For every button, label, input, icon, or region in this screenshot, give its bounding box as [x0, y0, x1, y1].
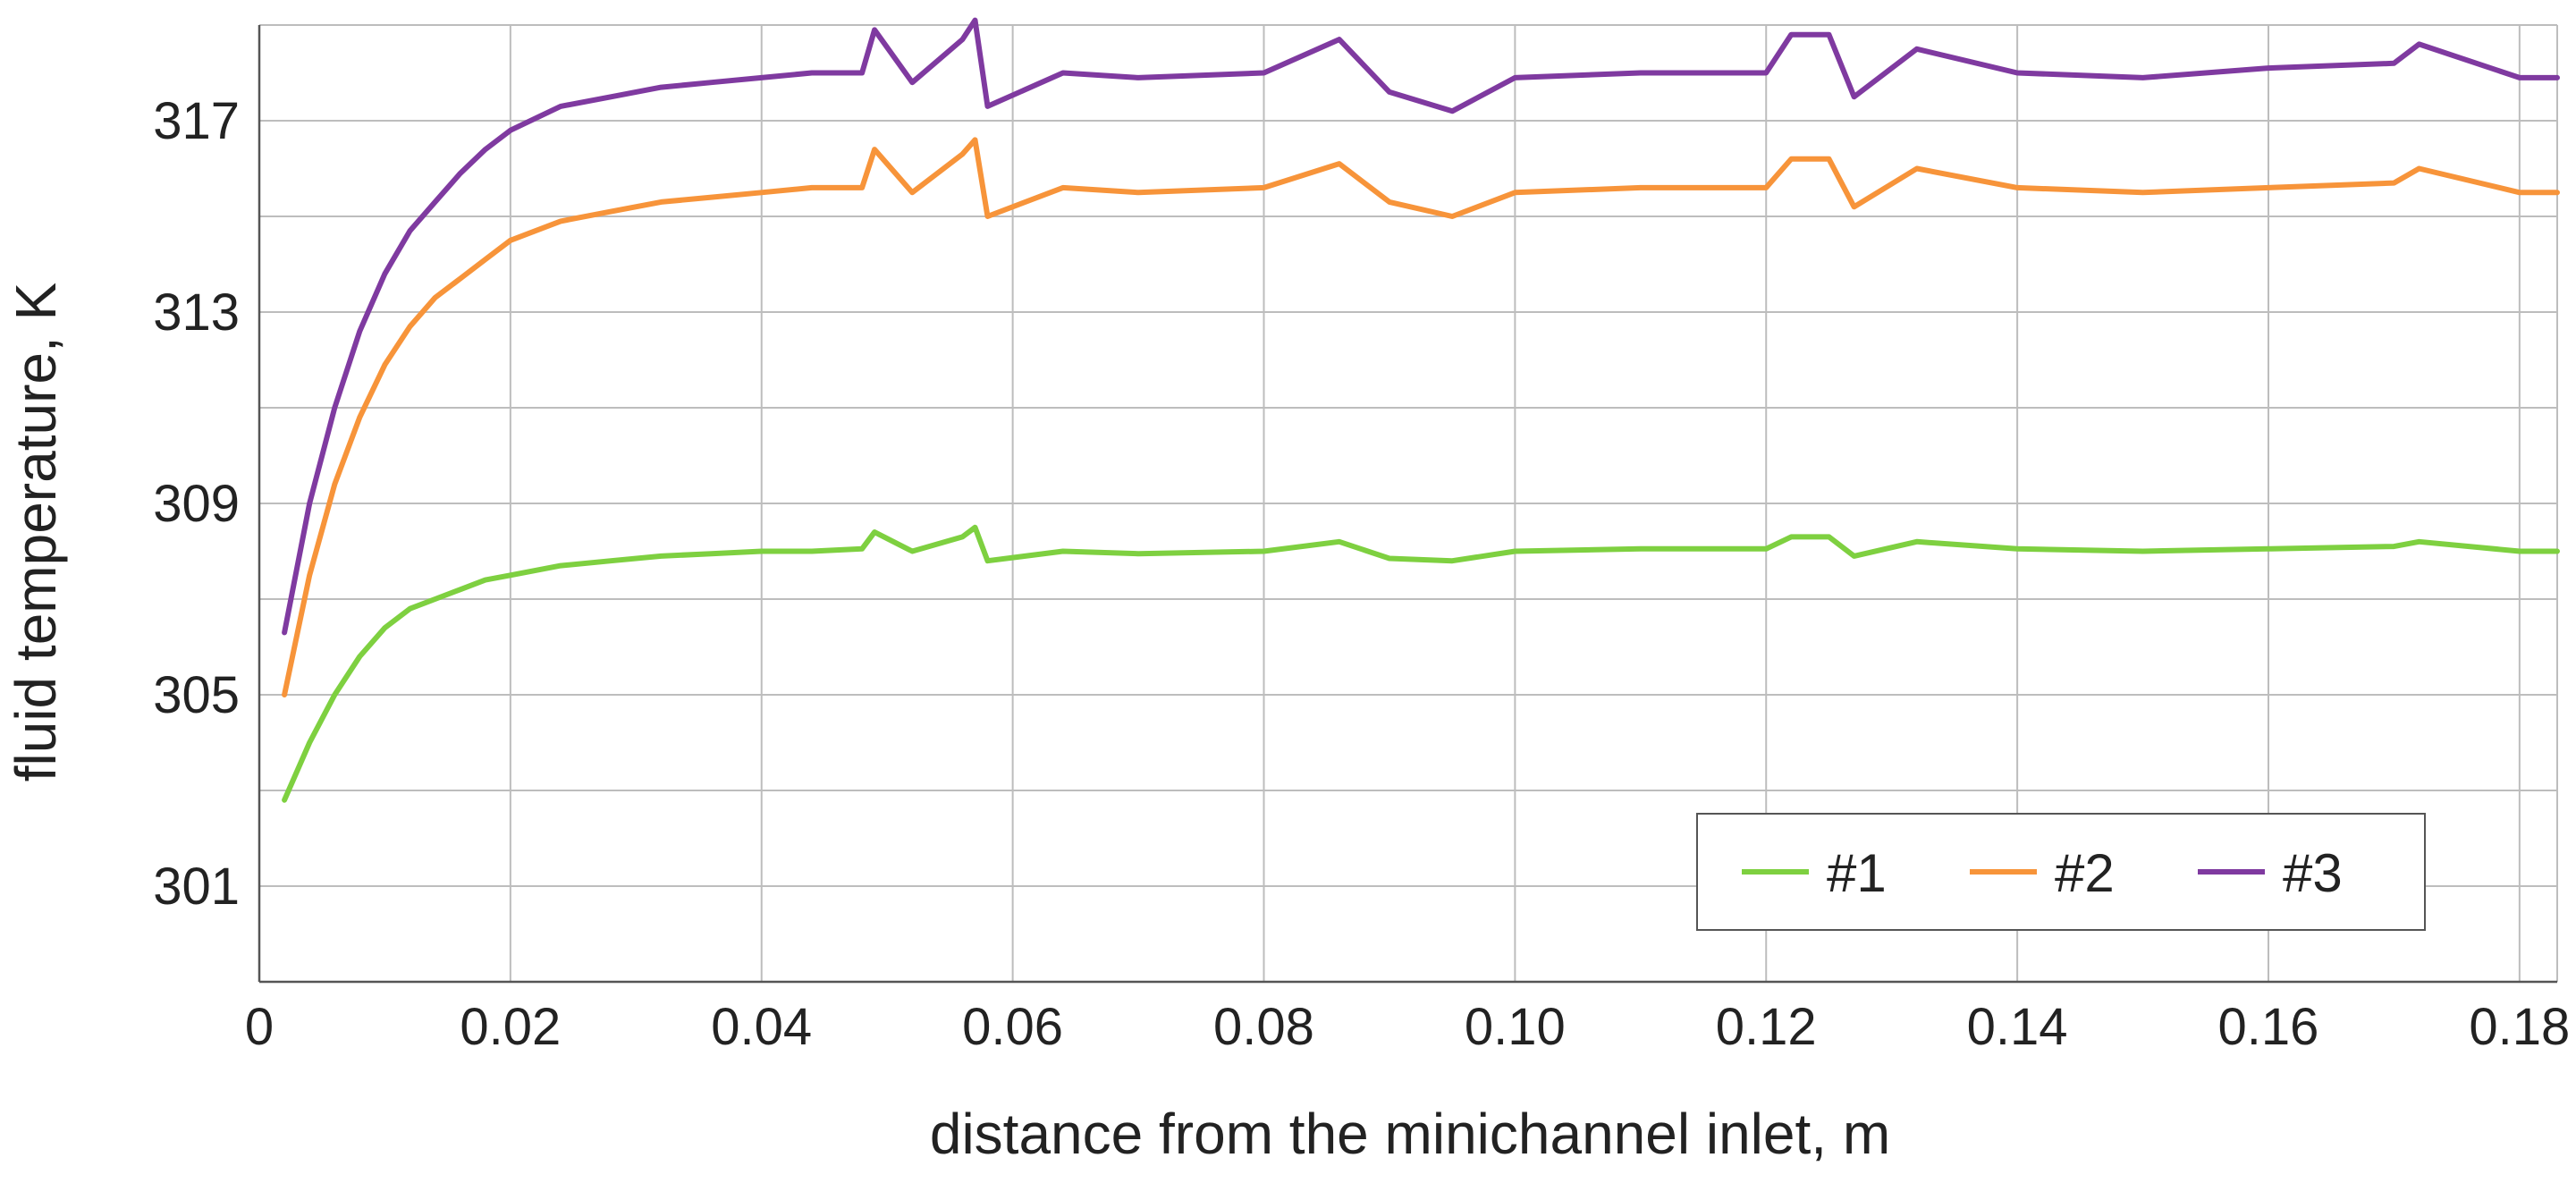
- y-axis-title: fluid temperature, K: [4, 283, 68, 782]
- legend-label: #2: [2055, 843, 2115, 903]
- x-tick-label: 0.06: [962, 998, 1063, 1056]
- y-tick-label: 301: [153, 858, 240, 916]
- tick-labels: 0 0.02 0.04 0.06 0.08 0.10 0.12 0.14 0.16 0.18 301…: [153, 92, 2570, 1056]
- y-tick-label: 317: [153, 92, 240, 150]
- x-tick-label: 0.16: [2218, 998, 2319, 1056]
- y-tick-label: 309: [153, 475, 240, 533]
- series-line-3: [282, 17, 2560, 636]
- x-tick-label: 0.14: [1967, 998, 2068, 1056]
- legend-label: #3: [2283, 843, 2343, 903]
- x-axis-title: distance from the minichannel inlet, m: [930, 1102, 1890, 1166]
- x-tick-label: 0.10: [1465, 998, 1566, 1056]
- series-lines: [282, 17, 2560, 803]
- y-tick-label: 313: [153, 283, 240, 342]
- legend-box: [1696, 813, 2426, 931]
- axes: [258, 25, 2557, 984]
- x-tick-label: 0.18: [2469, 998, 2570, 1056]
- series-line-2: [282, 137, 2560, 697]
- x-tick-label: 0: [245, 998, 274, 1056]
- legend: #1 #2 #3: [1696, 813, 2426, 931]
- legend-label: #1: [1827, 843, 1887, 903]
- x-tick-label: 0.02: [460, 998, 561, 1056]
- y-tick-label: 305: [153, 666, 240, 724]
- x-tick-label: 0.08: [1213, 998, 1314, 1056]
- x-tick-label: 0.12: [1716, 998, 1817, 1056]
- series-line-1: [282, 524, 2560, 803]
- x-tick-label: 0.04: [711, 998, 812, 1056]
